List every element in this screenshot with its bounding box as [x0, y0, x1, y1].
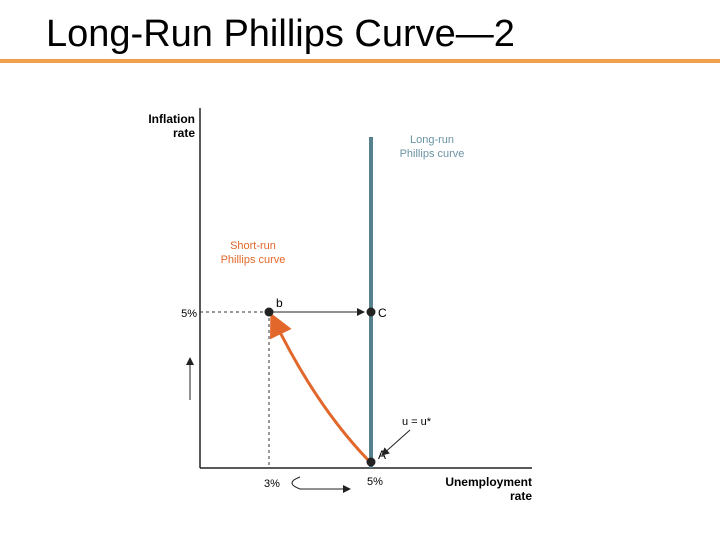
right-arrow [291, 476, 351, 493]
y-label: Inflation [148, 112, 195, 126]
tick-label: 3% [264, 478, 280, 490]
short-run-label: Short-run [230, 240, 276, 252]
short-run-curve [270, 312, 371, 463]
long-run-label: Long-run [410, 134, 454, 146]
y-label: rate [173, 126, 195, 140]
x-label: rate [510, 489, 532, 503]
point [264, 307, 274, 317]
title: Long-Run Phillips Curve—2 [46, 13, 515, 55]
point [366, 307, 376, 317]
tick-label: 5% [181, 308, 197, 320]
point-label: b [276, 296, 283, 310]
annotation-arrow [381, 429, 411, 456]
point-label: C [378, 306, 387, 320]
short-run-label: Phillips curve [221, 254, 286, 266]
tick-label: 5% [367, 476, 383, 488]
x-label: Unemployment [445, 475, 532, 489]
point [366, 457, 376, 467]
annotation: u = u* [402, 416, 432, 428]
long-run-label: Phillips curve [400, 148, 465, 160]
